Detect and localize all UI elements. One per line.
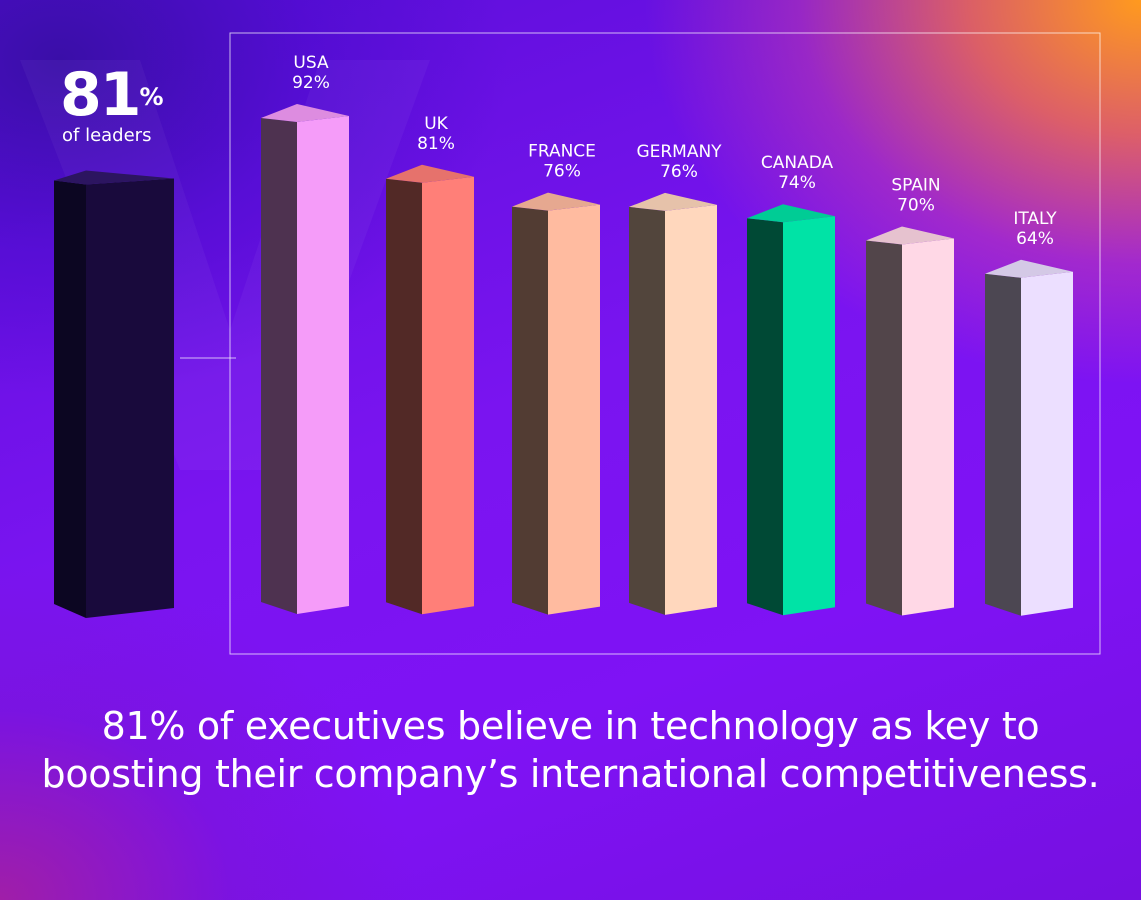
caption-text: 81% of executives believe in technology … (41, 704, 1100, 796)
bar-italy-front (1021, 271, 1073, 616)
bar-italy (985, 259, 1073, 616)
bar-canada-side (747, 218, 783, 616)
bar-germany-top (629, 192, 717, 211)
summary-bar (54, 170, 174, 619)
category-label: CANADA (761, 153, 834, 173)
category-label: GERMANY (636, 142, 722, 162)
bar-italy-top (985, 259, 1073, 278)
value-label: 81% (417, 134, 455, 154)
bar-spain (866, 226, 954, 616)
bar-france-front (548, 204, 600, 615)
summary-bar-front (86, 178, 174, 619)
chart-frame (229, 32, 1101, 655)
bar-germany-side (629, 206, 665, 615)
country-bars (261, 104, 1073, 616)
bar-uk-side (386, 178, 422, 615)
category-label: FRANCE (528, 142, 596, 162)
category-label: ITALY (1013, 209, 1057, 229)
bar-germany-front (665, 204, 717, 615)
headline-percentage: 81% (60, 62, 164, 128)
value-label: 74% (778, 173, 816, 193)
value-label: 76% (543, 162, 581, 182)
headline-label: of leaders (62, 125, 152, 146)
bar-usa-top (261, 104, 349, 122)
bar-uk-front (422, 176, 474, 615)
bar-germany (629, 192, 717, 615)
bar-canada-front (783, 216, 835, 616)
category-label: USA (293, 53, 329, 73)
value-label: 76% (660, 162, 698, 182)
bar-spain-top (866, 226, 954, 245)
bar-canada (747, 204, 835, 616)
bar-usa-front (297, 116, 349, 614)
bar-uk-top (386, 164, 474, 183)
bar-spain-front (902, 238, 954, 616)
bar-uk (386, 164, 474, 615)
summary-bar-side (54, 180, 86, 619)
bar-france (512, 192, 600, 615)
value-label: 70% (897, 196, 935, 216)
bar-italy-side (985, 273, 1021, 616)
summary-bar-top (54, 170, 174, 185)
value-label: 92% (292, 73, 330, 93)
category-label: UK (424, 114, 448, 134)
headline-value: 81 (60, 60, 141, 130)
bar-spain-side (866, 240, 902, 616)
bar-france-top (512, 192, 600, 211)
bar-canada-top (747, 204, 835, 223)
headline-unit: % (139, 83, 164, 111)
value-label: 64% (1016, 229, 1054, 249)
bar-usa (261, 104, 349, 614)
category-label: SPAIN (891, 176, 940, 196)
bar-france-side (512, 206, 548, 615)
bar-usa-side (261, 118, 297, 614)
